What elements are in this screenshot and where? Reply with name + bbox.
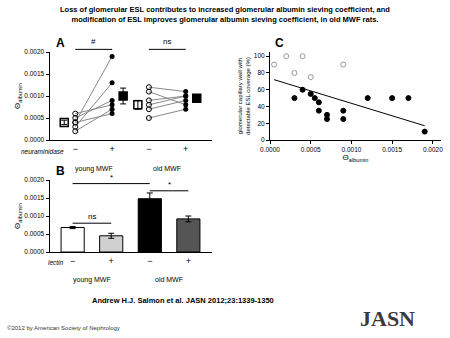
svg-text:0.0015: 0.0015 <box>24 194 44 201</box>
svg-text:Andrew H.J. Salmon et al. JASN: Andrew H.J. Salmon et al. JASN 2012;23:1… <box>92 296 274 305</box>
svg-text:0.0015: 0.0015 <box>24 70 44 77</box>
svg-text:0.0020: 0.0020 <box>24 48 44 55</box>
svg-text:+: + <box>186 256 191 266</box>
svg-text:40: 40 <box>257 103 265 110</box>
svg-text:0.0020: 0.0020 <box>423 146 443 153</box>
svg-text:0.0010: 0.0010 <box>341 146 361 153</box>
svg-text:Loss of glomerular ESL contrib: Loss of glomerular ESL contributes to in… <box>60 5 390 24</box>
svg-text:*: * <box>168 180 171 189</box>
svg-text:Θ​albumin​: Θ​albumin​ <box>13 83 23 109</box>
svg-text:Θ​albumin​: Θ​albumin​ <box>13 203 23 229</box>
svg-text:ns: ns <box>163 37 171 46</box>
svg-text:−: − <box>70 256 75 266</box>
svg-text:young MWF: young MWF <box>75 165 113 173</box>
svg-text:old MWF: old MWF <box>153 165 181 172</box>
svg-text:0.0015: 0.0015 <box>382 146 402 153</box>
svg-text:©2012 by American Society of N: ©2012 by American Society of Nephrology <box>7 325 120 331</box>
svg-text:+: + <box>109 144 114 154</box>
svg-text:neuraminidase: neuraminidase <box>21 148 64 155</box>
svg-text:0.0010: 0.0010 <box>24 92 44 99</box>
svg-text:60: 60 <box>257 86 265 93</box>
svg-text:ns: ns <box>88 212 96 221</box>
svg-text:old MWF: old MWF <box>155 276 183 283</box>
svg-text:0.0000: 0.0000 <box>260 146 280 153</box>
svg-text:0.0005: 0.0005 <box>24 230 44 237</box>
svg-text:0.0000: 0.0000 <box>24 248 44 255</box>
svg-text:Θ​albumin​: Θ​albumin​ <box>343 153 369 163</box>
svg-text:0: 0 <box>261 136 265 143</box>
svg-text:−: − <box>147 256 152 266</box>
svg-text:−: − <box>146 144 151 154</box>
svg-text:lectin: lectin <box>48 259 64 266</box>
svg-text:80: 80 <box>257 69 265 76</box>
svg-text:0.0020: 0.0020 <box>24 176 44 183</box>
svg-text:A: A <box>56 36 65 50</box>
svg-text:0.0000: 0.0000 <box>24 136 44 143</box>
svg-text:20: 20 <box>257 120 265 127</box>
svg-text:0.0005: 0.0005 <box>301 146 321 153</box>
svg-text:#: # <box>91 37 96 46</box>
svg-text:0.0010: 0.0010 <box>24 212 44 219</box>
svg-text:JASN: JASN <box>360 306 415 331</box>
svg-text:−: − <box>73 144 78 154</box>
svg-text:+: + <box>183 144 188 154</box>
svg-text:100: 100 <box>254 52 265 59</box>
svg-text:B: B <box>56 164 65 178</box>
svg-text:glomerular capillary wall with: glomerular capillary wall withdetectable… <box>237 57 251 135</box>
svg-text:*: * <box>110 173 113 182</box>
svg-text:C: C <box>275 36 284 50</box>
svg-text:+: + <box>109 256 114 266</box>
svg-text:young MWF: young MWF <box>73 276 111 284</box>
svg-text:0.0005: 0.0005 <box>24 114 44 121</box>
